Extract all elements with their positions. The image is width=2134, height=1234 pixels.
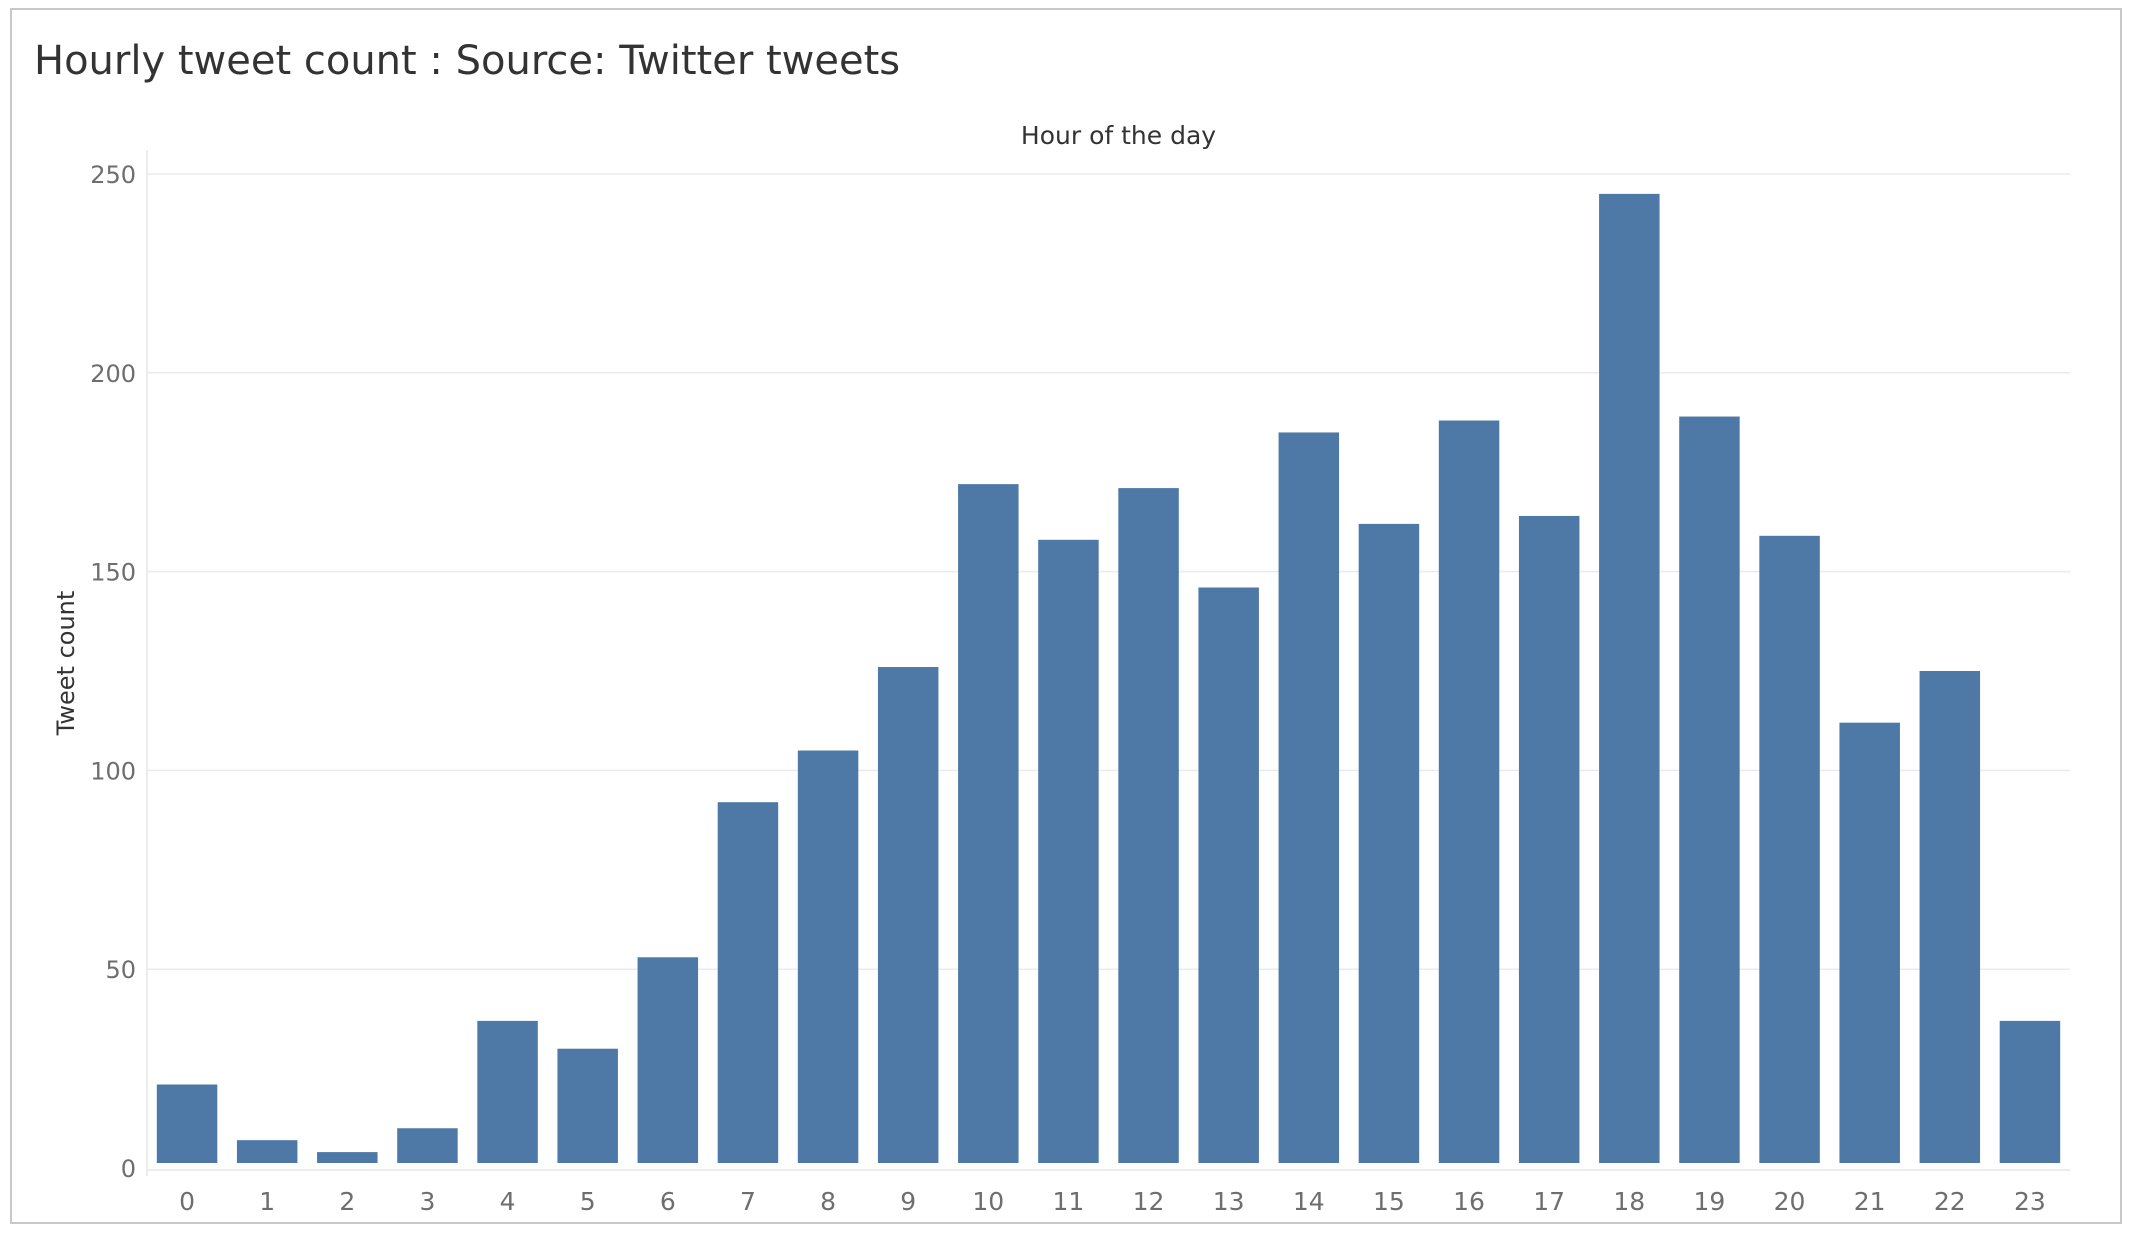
y-tick-label: 100 <box>90 757 136 785</box>
bar <box>1438 420 1500 1164</box>
bar <box>1358 523 1420 1163</box>
bar <box>236 1140 298 1163</box>
bar <box>877 667 939 1163</box>
x-tick-label: 8 <box>820 1187 836 1216</box>
x-tick-label: 22 <box>1934 1187 1966 1216</box>
x-tick-label: 12 <box>1133 1187 1165 1216</box>
x-tick-label: 9 <box>900 1187 916 1216</box>
bar <box>797 750 859 1163</box>
x-tick-label: 15 <box>1373 1187 1405 1216</box>
x-tick-label: 4 <box>500 1187 516 1216</box>
bar <box>1599 193 1660 1163</box>
bar <box>958 484 1019 1163</box>
y-tick-label: 0 <box>121 1155 136 1183</box>
bar <box>1038 539 1099 1163</box>
x-tick-label: 5 <box>580 1187 596 1216</box>
bar <box>1679 416 1740 1163</box>
x-tick-label: 21 <box>1854 1187 1886 1216</box>
x-tick-label: 6 <box>660 1187 676 1216</box>
bar <box>1118 488 1179 1163</box>
y-tick-label: 250 <box>90 161 136 189</box>
bar <box>397 1128 458 1163</box>
x-tick-label: 1 <box>259 1187 275 1216</box>
bar <box>1278 432 1340 1163</box>
y-tick-label: 200 <box>90 360 136 388</box>
bar <box>156 1084 218 1163</box>
bar <box>1999 1020 2061 1163</box>
x-tick-label: 23 <box>2014 1187 2046 1216</box>
bar <box>477 1020 538 1163</box>
bar <box>717 802 779 1163</box>
x-tick-label: 14 <box>1293 1187 1325 1216</box>
y-tick-label: 150 <box>90 559 136 587</box>
x-tick-label: 3 <box>419 1187 435 1216</box>
bar <box>637 957 699 1163</box>
bar <box>317 1152 378 1163</box>
chart-title: Hourly tweet count : Source: Twitter twe… <box>34 38 901 84</box>
y-axis-title: Tweet count <box>52 591 80 737</box>
x-tick-label: 10 <box>972 1187 1004 1216</box>
bar <box>1198 587 1259 1163</box>
x-tick-label: 16 <box>1453 1187 1485 1216</box>
x-tick-label: 20 <box>1774 1187 1806 1216</box>
bar <box>1759 535 1820 1163</box>
bar <box>1518 515 1580 1163</box>
x-tick-label: 7 <box>740 1187 756 1216</box>
bar <box>1839 722 1900 1163</box>
x-tick-label: 11 <box>1053 1187 1085 1216</box>
bar <box>1919 671 1981 1163</box>
y-tick-label: 50 <box>105 956 136 984</box>
x-tick-label: 0 <box>179 1187 195 1216</box>
x-tick-label: 19 <box>1694 1187 1726 1216</box>
chart-frame: Hourly tweet count : Source: Twitter twe… <box>10 8 2122 1224</box>
x-tick-label: 17 <box>1533 1187 1565 1216</box>
x-tick-label: 2 <box>339 1187 355 1216</box>
x-tick-label: 13 <box>1213 1187 1245 1216</box>
x-axis-title: Hour of the day <box>1021 121 1216 150</box>
bar <box>557 1048 618 1163</box>
x-tick-label: 18 <box>1613 1187 1645 1216</box>
